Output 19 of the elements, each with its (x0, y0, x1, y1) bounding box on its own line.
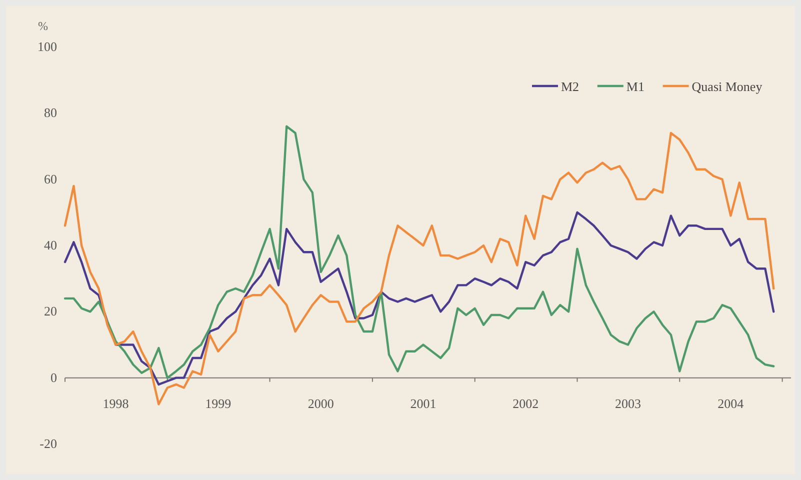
x-tick-label: 2001 (410, 396, 436, 411)
y-axis-title: % (38, 19, 48, 33)
line-series (64, 211, 775, 386)
y-tick-label: 80 (44, 105, 57, 120)
y-tick-label: 60 (44, 171, 57, 186)
y-tick-label: -20 (40, 436, 57, 451)
legend-label: M1 (626, 79, 644, 94)
legend-label: M2 (561, 79, 580, 94)
x-tick-label: 2000 (308, 396, 334, 411)
y-tick-label: 40 (44, 238, 57, 252)
x-tick-label: 1999 (205, 396, 232, 411)
y-tick-label: 20 (44, 304, 57, 319)
legend-label: Quasi Money (692, 79, 763, 94)
x-tick-label: 2004 (718, 396, 744, 411)
y-tick-label: 0 (50, 370, 57, 385)
x-tick-label: 2003 (615, 396, 642, 411)
y-tick-label: 100 (38, 39, 57, 54)
x-tick-label: 2002 (512, 396, 539, 411)
x-tick-label: 1998 (102, 396, 129, 411)
